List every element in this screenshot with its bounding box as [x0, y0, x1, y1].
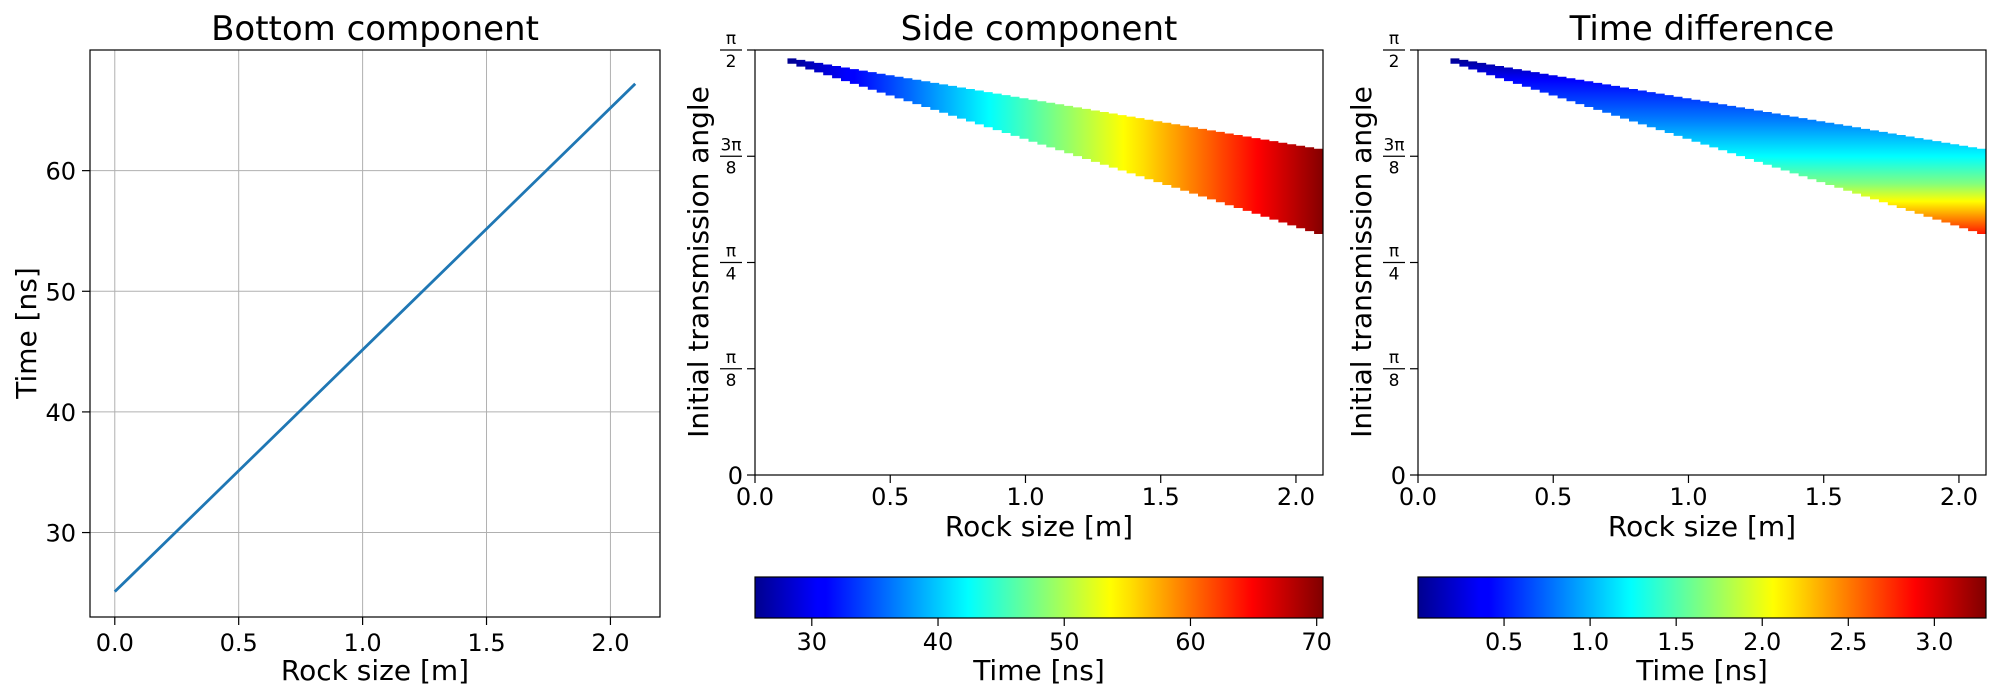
y-tick-label: 0	[728, 462, 743, 490]
colorbar-tick-label: 30	[797, 628, 828, 656]
svg-text:8: 8	[726, 371, 737, 391]
x-tick-label: 2.0	[591, 629, 629, 657]
svg-text:8: 8	[726, 158, 737, 178]
x-tick-label: 1.0	[1006, 483, 1044, 511]
colorbar-label: Time [ns]	[972, 654, 1105, 687]
svg-text:π: π	[726, 242, 736, 262]
x-tick-label: 1.5	[1142, 483, 1180, 511]
colorbar: 0.5 1.0 1.5 2.0 2.5 3.0 Time [ns]	[1417, 576, 1987, 687]
heatmap-region	[787, 58, 1323, 237]
chart-title: Side component	[901, 9, 1178, 49]
colorbar: 30 40 50 60 70 Time [ns]	[754, 576, 1332, 687]
colorbar-tick-label: 70	[1301, 628, 1332, 656]
y-tick-label: 50	[45, 278, 76, 306]
colorbar-tick-label: 40	[923, 628, 954, 656]
svg-text:8: 8	[1389, 371, 1400, 391]
y-axis-label: Initial transmission angle	[682, 86, 715, 438]
colorbar-tick-label: 2.5	[1829, 628, 1867, 656]
y-tick-label: 3π8	[1383, 135, 1405, 178]
grid	[90, 50, 660, 617]
colorbar-label: Time [ns]	[1635, 654, 1768, 687]
svg-text:π: π	[1389, 29, 1399, 49]
x-tick-label: 0.0	[96, 629, 134, 657]
colorbar-tick-label: 2.0	[1743, 628, 1781, 656]
x-tick-label: 0.5	[871, 483, 909, 511]
colorbar-tick-label: 3.0	[1915, 628, 1953, 656]
series-line	[113, 82, 637, 593]
x-tick-label: 2.0	[1940, 483, 1978, 511]
y-tick-label: 3π8	[720, 135, 742, 178]
colorbar-ticks: 0.5 1.0 1.5 2.0 2.5 3.0	[1485, 618, 1953, 656]
x-axis: 0.0 0.5 1.0 1.5 2.0	[1399, 475, 1978, 511]
x-tick-label: 1.5	[467, 629, 505, 657]
colorbar-tick-label: 1.5	[1657, 628, 1695, 656]
x-tick-label: 0.5	[1534, 483, 1572, 511]
y-tick-label: 0	[1391, 462, 1406, 490]
x-tick-label: 0.0	[736, 483, 774, 511]
panel-bottom-component: Bottom component 0.0 0.5 1.0 1.5 2.0 30 40 50 6…	[10, 9, 661, 687]
svg-text:4: 4	[1389, 265, 1400, 285]
panel-side-component: Side component 0.0 0.5 1.0 1.5 2.0 0π8π43π8π…	[682, 9, 1332, 687]
x-axis-label: Rock size [m]	[1608, 510, 1796, 543]
y-tick-label: π8	[1383, 348, 1405, 391]
y-tick-label: π2	[720, 29, 742, 72]
colorbar-gradient	[754, 576, 1324, 619]
colorbar-gradient	[1417, 576, 1987, 619]
x-tick-label: 1.0	[344, 629, 382, 657]
svg-text:8: 8	[1389, 158, 1400, 178]
svg-text:4: 4	[726, 265, 737, 285]
svg-text:π: π	[726, 29, 736, 49]
series-line-layer	[113, 82, 637, 593]
colorbar-tick-label: 1.0	[1571, 628, 1609, 656]
panel-time-difference: Time difference 0.0 0.5 1.0 1.5 2.0 0π8π43π8…	[1345, 9, 1987, 687]
y-tick-label: π4	[1383, 242, 1405, 285]
x-tick-label: 0.0	[1399, 483, 1437, 511]
svg-text:2: 2	[726, 52, 737, 72]
y-tick-label: 30	[45, 520, 76, 548]
heatmap-region	[1450, 58, 1986, 237]
y-tick-label: π4	[720, 242, 742, 285]
y-axis: 30 40 50 60	[45, 158, 90, 548]
svg-text:π: π	[1389, 348, 1399, 368]
svg-text:3π: 3π	[1383, 135, 1404, 155]
x-tick-label: 2.0	[1277, 483, 1315, 511]
svg-text:2: 2	[1389, 52, 1400, 72]
colorbar-tick-label: 50	[1049, 628, 1080, 656]
y-axis-label: Initial transmission angle	[1345, 86, 1378, 438]
x-tick-label: 1.5	[1805, 483, 1843, 511]
y-tick-label: 60	[45, 158, 76, 186]
x-axis-label: Rock size [m]	[281, 654, 469, 687]
y-tick-label: π2	[1383, 29, 1405, 72]
y-tick-label: 40	[45, 399, 76, 427]
chart-title: Time difference	[1569, 9, 1835, 49]
plot-area-frame	[89, 49, 661, 618]
x-axis-label: Rock size [m]	[945, 510, 1133, 543]
chart-title: Bottom component	[211, 9, 539, 49]
x-tick-label: 0.5	[220, 629, 258, 657]
svg-text:3π: 3π	[720, 135, 741, 155]
y-tick-label: π8	[720, 348, 742, 391]
colorbar-tick-label: 60	[1175, 628, 1206, 656]
y-axis-label: Time [ns]	[10, 267, 43, 400]
svg-text:π: π	[726, 348, 736, 368]
svg-text:π: π	[1389, 242, 1399, 262]
x-axis: 0.0 0.5 1.0 1.5 2.0	[96, 617, 630, 657]
colorbar-tick-label: 0.5	[1485, 628, 1523, 656]
colorbar-ticks: 30 40 50 60 70	[797, 618, 1332, 656]
x-tick-label: 1.0	[1669, 483, 1707, 511]
x-axis: 0.0 0.5 1.0 1.5 2.0	[736, 475, 1315, 511]
